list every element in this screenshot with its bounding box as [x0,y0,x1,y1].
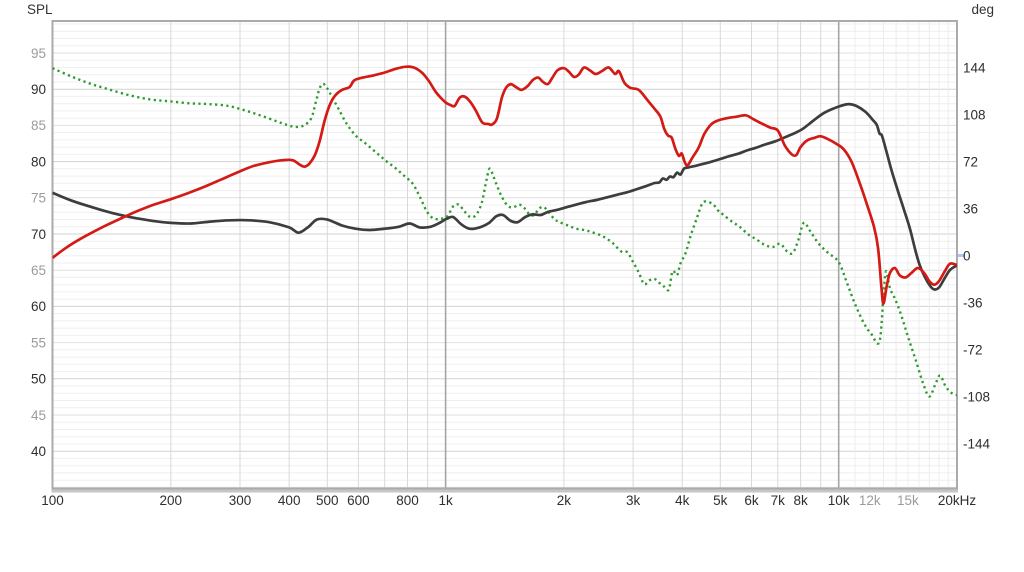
svg-text:95: 95 [31,46,46,61]
svg-text:0: 0 [963,248,971,263]
svg-text:-36: -36 [963,295,983,310]
plot-border [51,20,958,490]
left-axis-title: SPL [27,2,53,17]
svg-text:70: 70 [31,227,46,242]
svg-text:-108: -108 [963,389,990,404]
svg-text:3k: 3k [626,493,641,508]
svg-text:20kHz: 20kHz [938,493,977,508]
grid [52,21,957,489]
svg-text:-72: -72 [963,342,983,357]
svg-text:50: 50 [31,372,46,387]
svg-text:75: 75 [31,191,46,206]
svg-text:80: 80 [31,154,46,169]
svg-text:7k: 7k [771,493,786,508]
svg-text:90: 90 [31,82,46,97]
svg-text:10k: 10k [828,493,850,508]
svg-text:108: 108 [963,107,986,122]
svg-text:1k: 1k [438,493,453,508]
svg-text:65: 65 [31,263,46,278]
svg-text:6k: 6k [744,493,759,508]
left-axis-labels: 95 90 85 80 75 70 65 60 55 50 45 40 [31,46,46,459]
svg-text:500: 500 [316,493,339,508]
svg-text:5k: 5k [713,493,728,508]
svg-text:400: 400 [278,493,301,508]
svg-text:12k: 12k [859,493,881,508]
svg-text:40: 40 [31,444,46,459]
svg-text:200: 200 [160,493,183,508]
svg-text:144: 144 [963,60,986,75]
chart-svg: 95 90 85 80 75 70 65 60 55 50 45 40 144 108 72 36 0 -36 -7… [27,2,994,508]
chart-area[interactable]: 95 90 85 80 75 70 65 60 55 50 45 40 144 108 72 36 0 -36 -7… [0,0,1024,514]
spl-trace [52,65,957,305]
right-axis-labels: 144 108 72 36 0 -36 -72 -108 -144 [963,60,991,451]
phase-trace [52,67,957,398]
right-axis-title: deg [971,2,994,17]
svg-text:-144: -144 [963,436,991,451]
svg-text:800: 800 [396,493,419,508]
svg-text:4k: 4k [675,493,690,508]
svg-text:2k: 2k [557,493,572,508]
svg-text:8k: 8k [793,493,808,508]
svg-text:300: 300 [229,493,252,508]
svg-text:55: 55 [31,335,46,350]
legend: NS1000M-mid-10ms-full 1⁄24 100.8 dB Phas… [0,514,1024,572]
svg-text:15k: 15k [897,493,919,508]
x-axis-labels: 100 200 300 400 500 600 800 1k 2k 3k 4k 5k 6k 7k 8k 10k… [41,493,976,508]
svg-text:100: 100 [41,493,64,508]
svg-text:600: 600 [347,493,370,508]
svg-text:60: 60 [31,299,46,314]
svg-text:85: 85 [31,118,46,133]
svg-text:72: 72 [963,154,978,169]
svg-text:36: 36 [963,201,978,216]
svg-text:45: 45 [31,408,46,423]
excess-phase-trace [52,102,957,291]
